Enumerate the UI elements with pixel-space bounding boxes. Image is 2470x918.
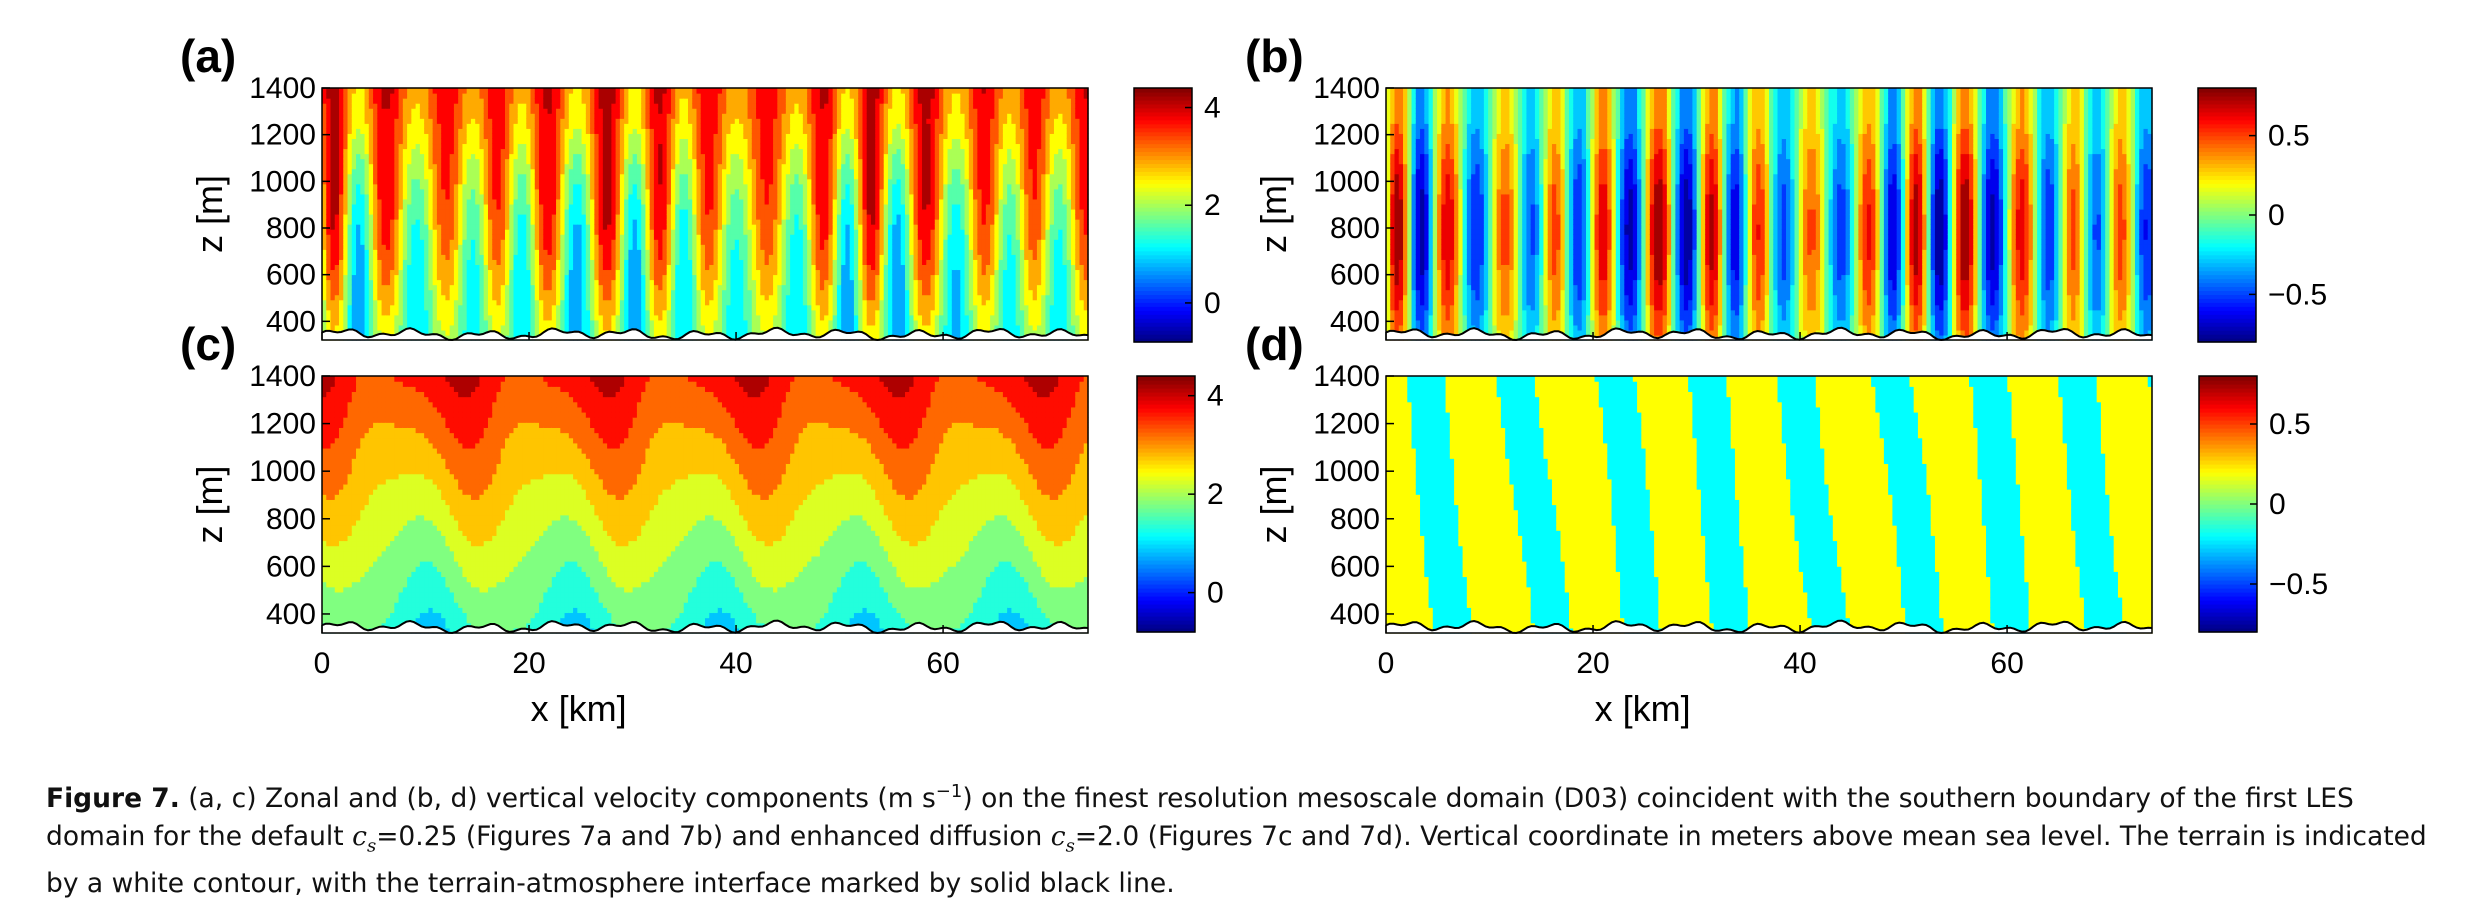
plot-frame — [1385, 375, 2153, 634]
figure-caption: Figure 7. (a, c) Zonal and (b, d) vertic… — [46, 773, 2456, 903]
colorbar-tick-label: 0.5 — [2269, 408, 2311, 441]
x-tick-label: 20 — [512, 647, 545, 680]
y-tick-label: 1000 — [249, 455, 316, 488]
field-layer — [322, 88, 1089, 341]
x-tick-label: 60 — [1990, 647, 2023, 680]
colorbar-tick-label: 0 — [2269, 488, 2286, 521]
x-tick-label: 60 — [926, 647, 959, 680]
y-tick-label: 600 — [266, 259, 316, 292]
y-tick-label: 600 — [266, 550, 316, 583]
y-tick-label: 1400 — [1313, 72, 1380, 105]
y-tick-label: 1200 — [249, 119, 316, 152]
y-tick-label: 600 — [1330, 259, 1380, 292]
caption-superscript: −1 — [936, 781, 963, 802]
colorbar-tick-label: −0.5 — [2268, 278, 2327, 311]
y-tick-label: 1000 — [1313, 165, 1380, 198]
x-tick-label: 40 — [719, 647, 752, 680]
colorbar: 4 2 0 — [1136, 375, 1224, 633]
y-tick-label: 400 — [1330, 305, 1380, 338]
colorbar: 0.5 0 −0.5 — [2198, 375, 2328, 633]
plot-frame — [1385, 87, 2153, 341]
y-tick-label: 400 — [1330, 598, 1380, 631]
caption-label: Figure 7. — [46, 783, 180, 814]
y-tick-label: 600 — [1330, 550, 1380, 583]
field-layer — [1386, 376, 2153, 634]
y-tick-label: 400 — [266, 598, 316, 631]
colorbar-tick-label: 4 — [1204, 92, 1221, 125]
colorbar-tick-label: 2 — [1204, 189, 1221, 222]
y-tick-label: 1400 — [1313, 360, 1380, 393]
cs-default-value: =0.25 — [376, 821, 457, 852]
cs-subscript: s — [1066, 835, 1075, 856]
cs-enhanced-value: =2.0 — [1075, 821, 1139, 852]
x-tick-label: 0 — [1378, 647, 1395, 680]
x-tick-label: 40 — [1783, 647, 1816, 680]
y-tick-label: 1000 — [1313, 455, 1380, 488]
colorbar-tick-label: 0.5 — [2268, 120, 2310, 153]
plot-frame — [321, 375, 1089, 634]
y-tick-label: 1200 — [1313, 408, 1380, 441]
x-tick-label: 0 — [314, 647, 331, 680]
y-tick-label: 800 — [1330, 503, 1380, 536]
x-tick-label: 20 — [1576, 647, 1609, 680]
colorbar: 0 2 4 — [1133, 87, 1221, 343]
colorbar-tick-label: 4 — [1207, 380, 1224, 413]
y-axis-label: z [m] — [189, 466, 230, 544]
cs-symbol: c — [352, 821, 367, 852]
caption-text-2: ) on the finest resolution mesoscale dom… — [46, 783, 2354, 852]
colorbar-tick-label: 0 — [1207, 577, 1224, 610]
y-tick-label: 1000 — [249, 165, 316, 198]
colorbar-tick-label: −0.5 — [2269, 568, 2328, 601]
caption-text-3: (Figures 7a and 7b) and enhanced diffusi… — [457, 821, 1050, 852]
field-layer — [1386, 88, 2153, 341]
panel-label: (a) — [180, 30, 236, 82]
y-tick-label: 800 — [1330, 212, 1380, 245]
x-axis-label: x [km] — [1595, 688, 1691, 729]
panel-label: (c) — [180, 318, 236, 370]
colorbar-frame — [1136, 375, 1196, 633]
x-axis-label: x [km] — [531, 688, 627, 729]
colorbar-frame — [1133, 87, 1193, 343]
y-tick-label: 800 — [266, 212, 316, 245]
plot-frame — [321, 87, 1089, 341]
y-tick-label: 1400 — [249, 72, 316, 105]
y-tick-label: 400 — [266, 305, 316, 338]
panel-label: (d) — [1245, 318, 1304, 370]
y-axis-label: z [m] — [1253, 466, 1294, 544]
cs-symbol: c — [1051, 821, 1066, 852]
colorbar: 0.5 0 −0.5 — [2197, 87, 2327, 343]
colorbar-tick-label: 0 — [2268, 199, 2285, 232]
panel-label: (b) — [1245, 30, 1304, 82]
chart-panel-1: 400 600 800 1000 1200 1400 z [m] (a) 0 2 4 — [180, 30, 1221, 343]
cs-subscript: s — [367, 835, 376, 856]
y-tick-label: 1200 — [1313, 119, 1380, 152]
y-tick-label: 1400 — [249, 360, 316, 393]
y-axis-label: z [m] — [189, 175, 230, 253]
colorbar-tick-label: 2 — [1207, 478, 1224, 511]
y-tick-label: 1200 — [249, 408, 316, 441]
chart-panel-4: 400 600 800 1000 1200 1400 z [m] 0 20 40 60 x [km] (… — [1245, 318, 2328, 729]
caption-text-4: (Figures 7c and 7d). Vertical coordinate… — [46, 821, 2427, 899]
caption-text-1: (a, c) Zonal and (b, d) vertical velocit… — [180, 783, 936, 814]
colorbar-tick-label: 0 — [1204, 287, 1221, 320]
y-tick-label: 800 — [266, 503, 316, 536]
y-axis-label: z [m] — [1253, 175, 1294, 253]
field-layer — [322, 376, 1089, 634]
chart-panel-2: 400 600 800 1000 1200 1400 z [m] (b) 0.5 0 −0.5 — [1245, 30, 2327, 343]
